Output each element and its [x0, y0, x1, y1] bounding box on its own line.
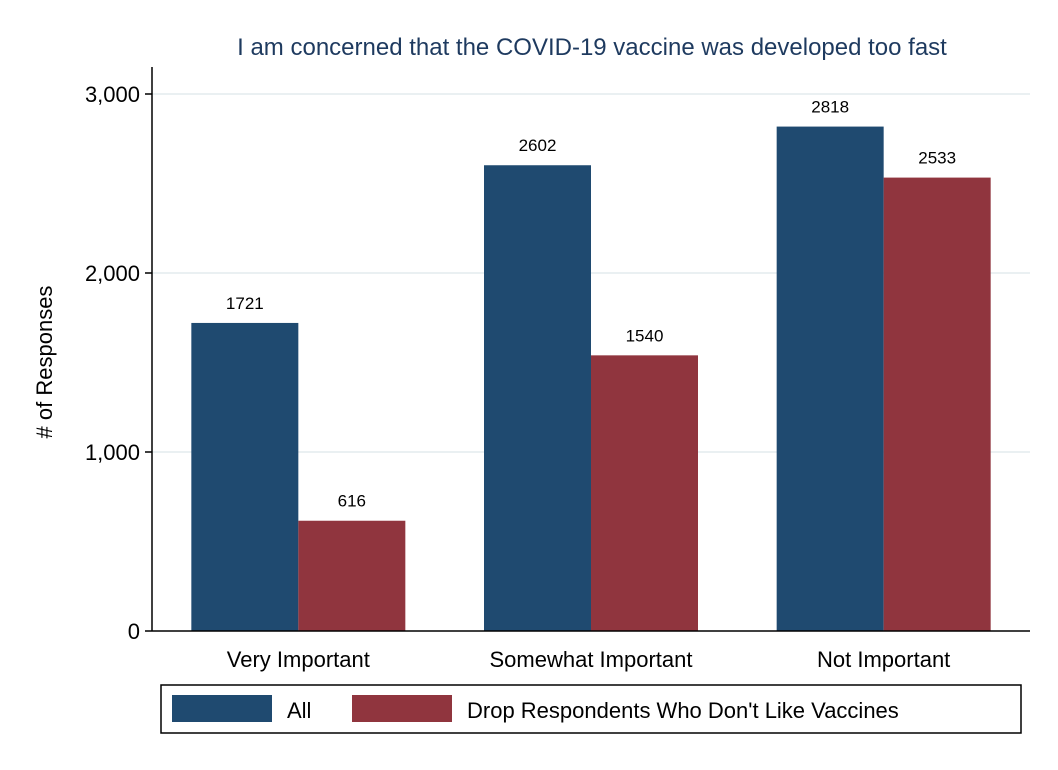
bar-drop-2	[883, 177, 991, 631]
data-label: 1721	[226, 294, 264, 313]
data-label: 2533	[918, 149, 956, 168]
data-label: 1540	[626, 326, 664, 345]
y-tick-label: 2,000	[85, 261, 140, 286]
legend-box	[160, 684, 1022, 734]
x-tick-label: Very Important	[227, 647, 370, 672]
legend: All Drop Respondents Who Don't Like Vacci…	[160, 684, 1022, 734]
legend-label-0: All	[287, 698, 311, 723]
data-label: 2602	[519, 136, 557, 155]
legend-swatch-0	[172, 695, 272, 722]
bar-drop-0	[298, 520, 406, 631]
y-tick-label: 0	[128, 619, 140, 644]
x-tick-label: Not Important	[817, 647, 950, 672]
x-tick-label: Somewhat Important	[490, 647, 693, 672]
y-tick-label: 1,000	[85, 440, 140, 465]
bar-all-1	[484, 165, 591, 631]
legend-swatch-1	[352, 695, 452, 722]
bar-all-2	[776, 126, 884, 631]
bar-all-0	[191, 322, 299, 631]
axes: 0 1,000 2,000 3,000 Very Important Somewhat I…	[85, 67, 1030, 672]
data-label: 2818	[811, 98, 849, 117]
bar-drop-1	[591, 355, 698, 631]
bars: 1721 616 2602 1540 2818 2533	[191, 98, 991, 631]
y-tick-label: 3,000	[85, 82, 140, 107]
y-axis-label: # of Responses	[32, 286, 57, 439]
data-label: 616	[338, 492, 366, 511]
legend-label-1: Drop Respondents Who Don't Like Vaccines	[467, 698, 899, 723]
chart-title: I am concerned that the COVID-19 vaccine…	[237, 34, 947, 61]
